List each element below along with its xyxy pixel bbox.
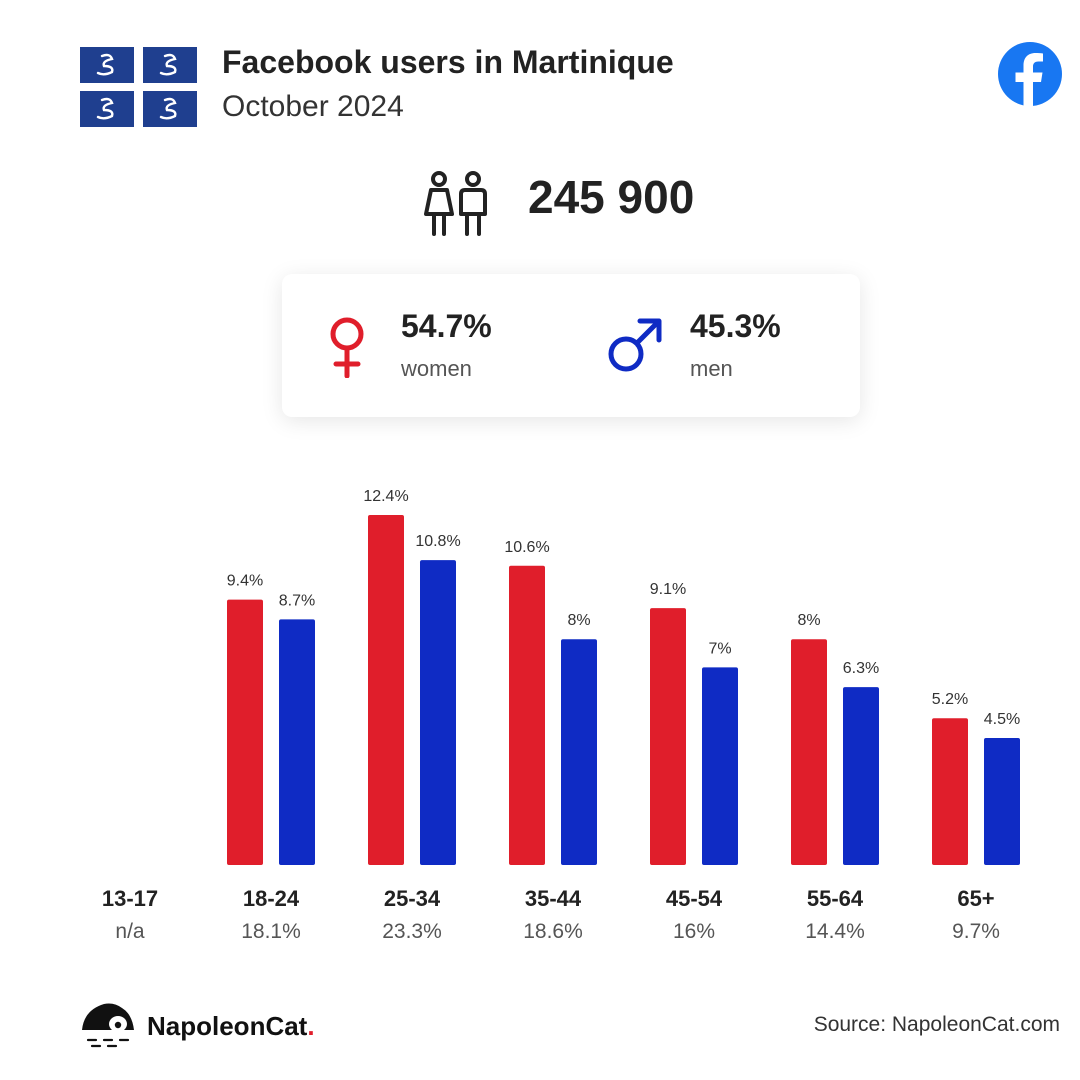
category-total-25-34: 23.3% — [382, 920, 442, 943]
female-symbol-icon — [330, 317, 364, 378]
category-label-18-24: 18-24 — [243, 886, 300, 911]
value-label-men-65+: 4.5% — [984, 711, 1020, 728]
total-users: 245 900 — [528, 171, 695, 223]
value-label-men-55-64: 6.3% — [843, 660, 879, 677]
value-label-women-35-44: 10.6% — [504, 539, 549, 556]
bar-men-35-44 — [561, 639, 597, 865]
category-total-13-17: n/a — [115, 920, 145, 943]
women-label: women — [401, 356, 472, 381]
category-label-25-34: 25-34 — [384, 886, 441, 911]
bar-women-55-64 — [791, 639, 827, 865]
value-label-women-55-64: 8% — [797, 612, 820, 629]
page-subtitle: October 2024 — [222, 90, 404, 123]
facebook-logo-icon — [998, 42, 1062, 107]
bar-women-45-54 — [650, 608, 686, 865]
source-credit: Source: NapoleonCat.com — [813, 1013, 1060, 1036]
value-label-men-35-44: 8% — [567, 612, 590, 629]
value-label-women-45-54: 9.1% — [650, 581, 686, 598]
value-label-women-18-24: 9.4% — [227, 573, 263, 590]
male-symbol-icon — [608, 318, 662, 372]
category-label-65+: 65+ — [957, 886, 994, 911]
bar-men-65+ — [984, 737, 1020, 865]
category-total-45-54: 16% — [673, 920, 715, 943]
category-label-13-17: 13-17 — [102, 886, 158, 911]
value-label-men-18-24: 8.7% — [279, 592, 315, 609]
value-label-women-25-34: 12.4% — [363, 488, 408, 505]
value-label-men-45-54: 7% — [708, 640, 731, 657]
category-label-35-44: 35-44 — [525, 886, 582, 911]
category-total-18-24: 18.1% — [241, 920, 301, 943]
category-total-55-64: 14.4% — [805, 920, 865, 943]
brand-name: NapoleonCat. — [147, 1011, 315, 1041]
bar-men-25-34 — [420, 560, 456, 865]
category-total-35-44: 18.6% — [523, 920, 583, 943]
category-total-65+: 9.7% — [952, 920, 1000, 943]
bar-women-18-24 — [227, 599, 263, 865]
bar-women-65+ — [932, 718, 968, 865]
martinique-flag-icon — [80, 47, 197, 127]
women-percent: 54.7% — [401, 308, 492, 344]
category-label-45-54: 45-54 — [666, 886, 723, 911]
value-label-men-25-34: 10.8% — [415, 533, 460, 550]
bar-women-35-44 — [509, 565, 545, 865]
category-label-55-64: 55-64 — [807, 886, 864, 911]
bar-men-45-54 — [702, 667, 738, 865]
gender-card: 54.7% women 45.3% men — [282, 274, 860, 417]
page-title: Facebook users in Martinique — [222, 44, 674, 80]
bar-women-25-34 — [368, 515, 404, 865]
users-icon — [424, 171, 487, 236]
bar-men-55-64 — [843, 687, 879, 865]
bar-men-18-24 — [279, 619, 315, 865]
men-percent: 45.3% — [690, 308, 781, 344]
napoleoncat-logo-icon — [82, 1003, 134, 1048]
men-label: men — [690, 356, 733, 381]
value-label-women-65+: 5.2% — [932, 691, 968, 708]
